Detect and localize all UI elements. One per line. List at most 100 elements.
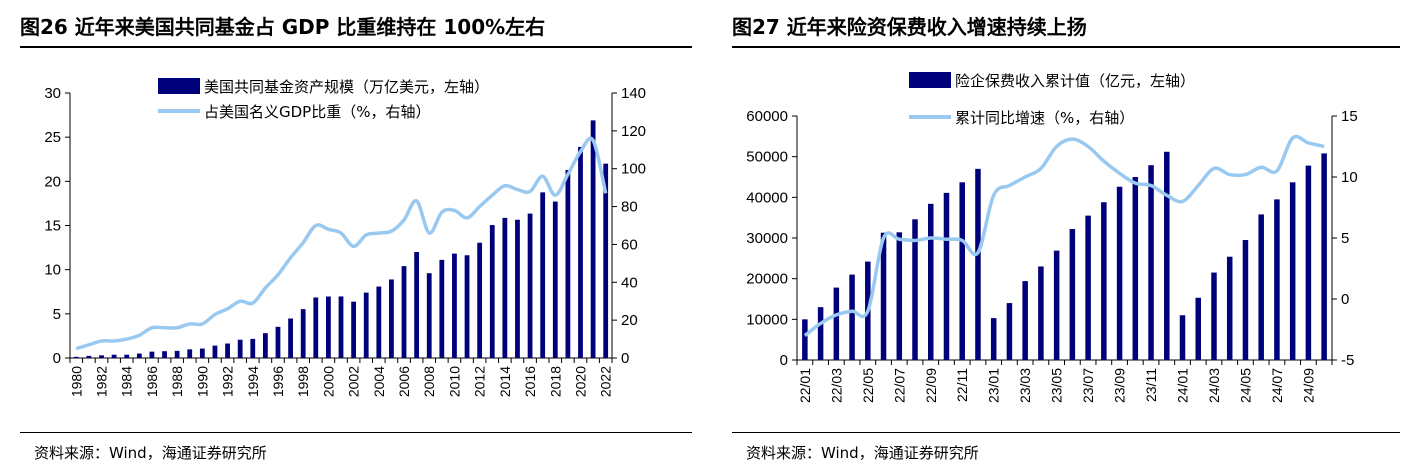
legend-bar-label: 险企保费收入累计值（亿元，左轴） xyxy=(955,72,1195,90)
figure-27-top-rule xyxy=(732,46,1400,48)
bar xyxy=(1085,215,1091,360)
x-axis-tick-label: 2018 xyxy=(547,366,563,397)
bar xyxy=(136,353,142,358)
left-axis-tick-label: 30 xyxy=(44,85,61,102)
figure-27-bottom-rule xyxy=(732,432,1400,433)
x-axis-tick-label: 24/05 xyxy=(1237,368,1253,403)
bar xyxy=(943,192,950,360)
bar xyxy=(376,286,382,358)
right-axis-tick-label: 80 xyxy=(621,199,638,216)
bar xyxy=(527,213,533,358)
bar xyxy=(817,307,824,360)
bar xyxy=(187,349,193,358)
x-axis-tick-label: 2002 xyxy=(346,366,362,397)
bar xyxy=(959,182,965,360)
x-axis-tick-label: 1982 xyxy=(94,366,110,397)
figure-26-panel: 图26 近年来美国共同基金占 GDP 比重维持在 100%左右 0 5 10 15 20… xyxy=(0,0,700,469)
bar xyxy=(313,297,319,358)
x-axis-tick-label: 24/03 xyxy=(1206,368,1222,403)
bar xyxy=(1053,250,1060,360)
bar xyxy=(452,253,457,358)
x-axis-tick-label: 23/03 xyxy=(1017,368,1033,403)
x-axis-tick-label: 23/05 xyxy=(1049,368,1065,403)
bar xyxy=(489,225,495,358)
bar xyxy=(927,203,934,360)
series-line xyxy=(803,134,1325,337)
bar xyxy=(912,219,918,360)
bar xyxy=(975,168,981,360)
figure-26-bottom-rule xyxy=(20,432,692,433)
bar xyxy=(326,296,331,358)
x-axis-tick-label: 22/11 xyxy=(954,368,970,402)
bar xyxy=(288,318,293,358)
x-axis-tick-label: 24/07 xyxy=(1269,368,1285,403)
left-axis-tick-label: 10 xyxy=(44,262,61,279)
bar xyxy=(1289,182,1296,360)
legend-bar-swatch xyxy=(158,78,200,94)
figure-26-title: 图26 近年来美国共同基金占 GDP 比重维持在 100%左右 xyxy=(20,15,546,39)
left-axis-tick-label: 20 xyxy=(44,173,61,190)
x-axis-tick-label: 23/07 xyxy=(1080,368,1096,403)
right-axis-tick-label: -5 xyxy=(1341,352,1354,369)
bar xyxy=(464,255,470,358)
bar xyxy=(199,348,205,358)
bar xyxy=(1321,153,1327,360)
bar xyxy=(262,333,268,358)
x-axis-tick-label: 1986 xyxy=(144,366,160,397)
bar xyxy=(275,326,281,358)
bar xyxy=(389,279,394,358)
figure-27-chart: 0 10000 20000 30000 40000 50000 60000 -5 0 5 10 15 2… xyxy=(746,72,1358,403)
x-axis-tick-label: 2008 xyxy=(421,366,437,397)
bar xyxy=(565,169,571,358)
bar xyxy=(1022,281,1028,360)
bar xyxy=(174,350,180,358)
x-axis-tick-label: 2006 xyxy=(396,366,412,397)
x-axis-tick-label: 1990 xyxy=(194,366,210,397)
x-axis-tick-label: 24/09 xyxy=(1300,368,1316,403)
bar xyxy=(250,338,256,358)
bar xyxy=(849,274,855,360)
x-axis-tick-label: 1992 xyxy=(220,366,236,397)
left-axis-tick-label: 20000 xyxy=(746,271,788,288)
bar xyxy=(1179,315,1186,360)
bar xyxy=(212,345,218,358)
bar xyxy=(111,354,117,358)
bar xyxy=(1116,186,1123,360)
bar xyxy=(237,339,243,358)
bar xyxy=(338,296,344,358)
bar xyxy=(1132,177,1139,360)
bar xyxy=(86,355,92,358)
x-axis-tick-label: 22/09 xyxy=(923,368,939,403)
left-axis-tick-label: 30000 xyxy=(746,230,788,247)
bar xyxy=(439,259,445,358)
bar xyxy=(880,232,887,360)
bar xyxy=(552,201,558,358)
right-axis-tick-label: 140 xyxy=(621,85,646,102)
bar xyxy=(540,192,546,358)
bar xyxy=(1226,256,1233,360)
x-axis-tick-label: 24/01 xyxy=(1175,368,1191,403)
figure-26-source: 资料来源：Wind，海通证券研究所 xyxy=(34,444,267,462)
bar xyxy=(802,319,808,360)
bar xyxy=(426,273,432,358)
bar xyxy=(896,232,903,360)
right-axis-tick-label: 20 xyxy=(621,312,638,329)
bar xyxy=(124,354,130,358)
bar xyxy=(1006,303,1013,360)
right-axis-tick-label: 15 xyxy=(1341,108,1358,125)
left-axis-tick-label: 15 xyxy=(44,218,61,235)
bar xyxy=(363,292,369,358)
x-axis-tick-label: 22/03 xyxy=(828,368,844,403)
bar xyxy=(990,318,997,360)
bar xyxy=(578,146,583,358)
bar xyxy=(1101,202,1107,360)
x-axis-tick-label: 1998 xyxy=(295,366,311,397)
bar xyxy=(477,242,483,358)
right-axis-tick-label: 0 xyxy=(621,350,629,367)
bar xyxy=(1258,214,1264,360)
right-axis-tick-label: 100 xyxy=(621,161,646,178)
bar xyxy=(1038,266,1044,360)
x-axis-tick-label: 2010 xyxy=(446,366,462,397)
left-axis-tick-label: 5 xyxy=(53,306,61,323)
bar xyxy=(149,351,155,358)
